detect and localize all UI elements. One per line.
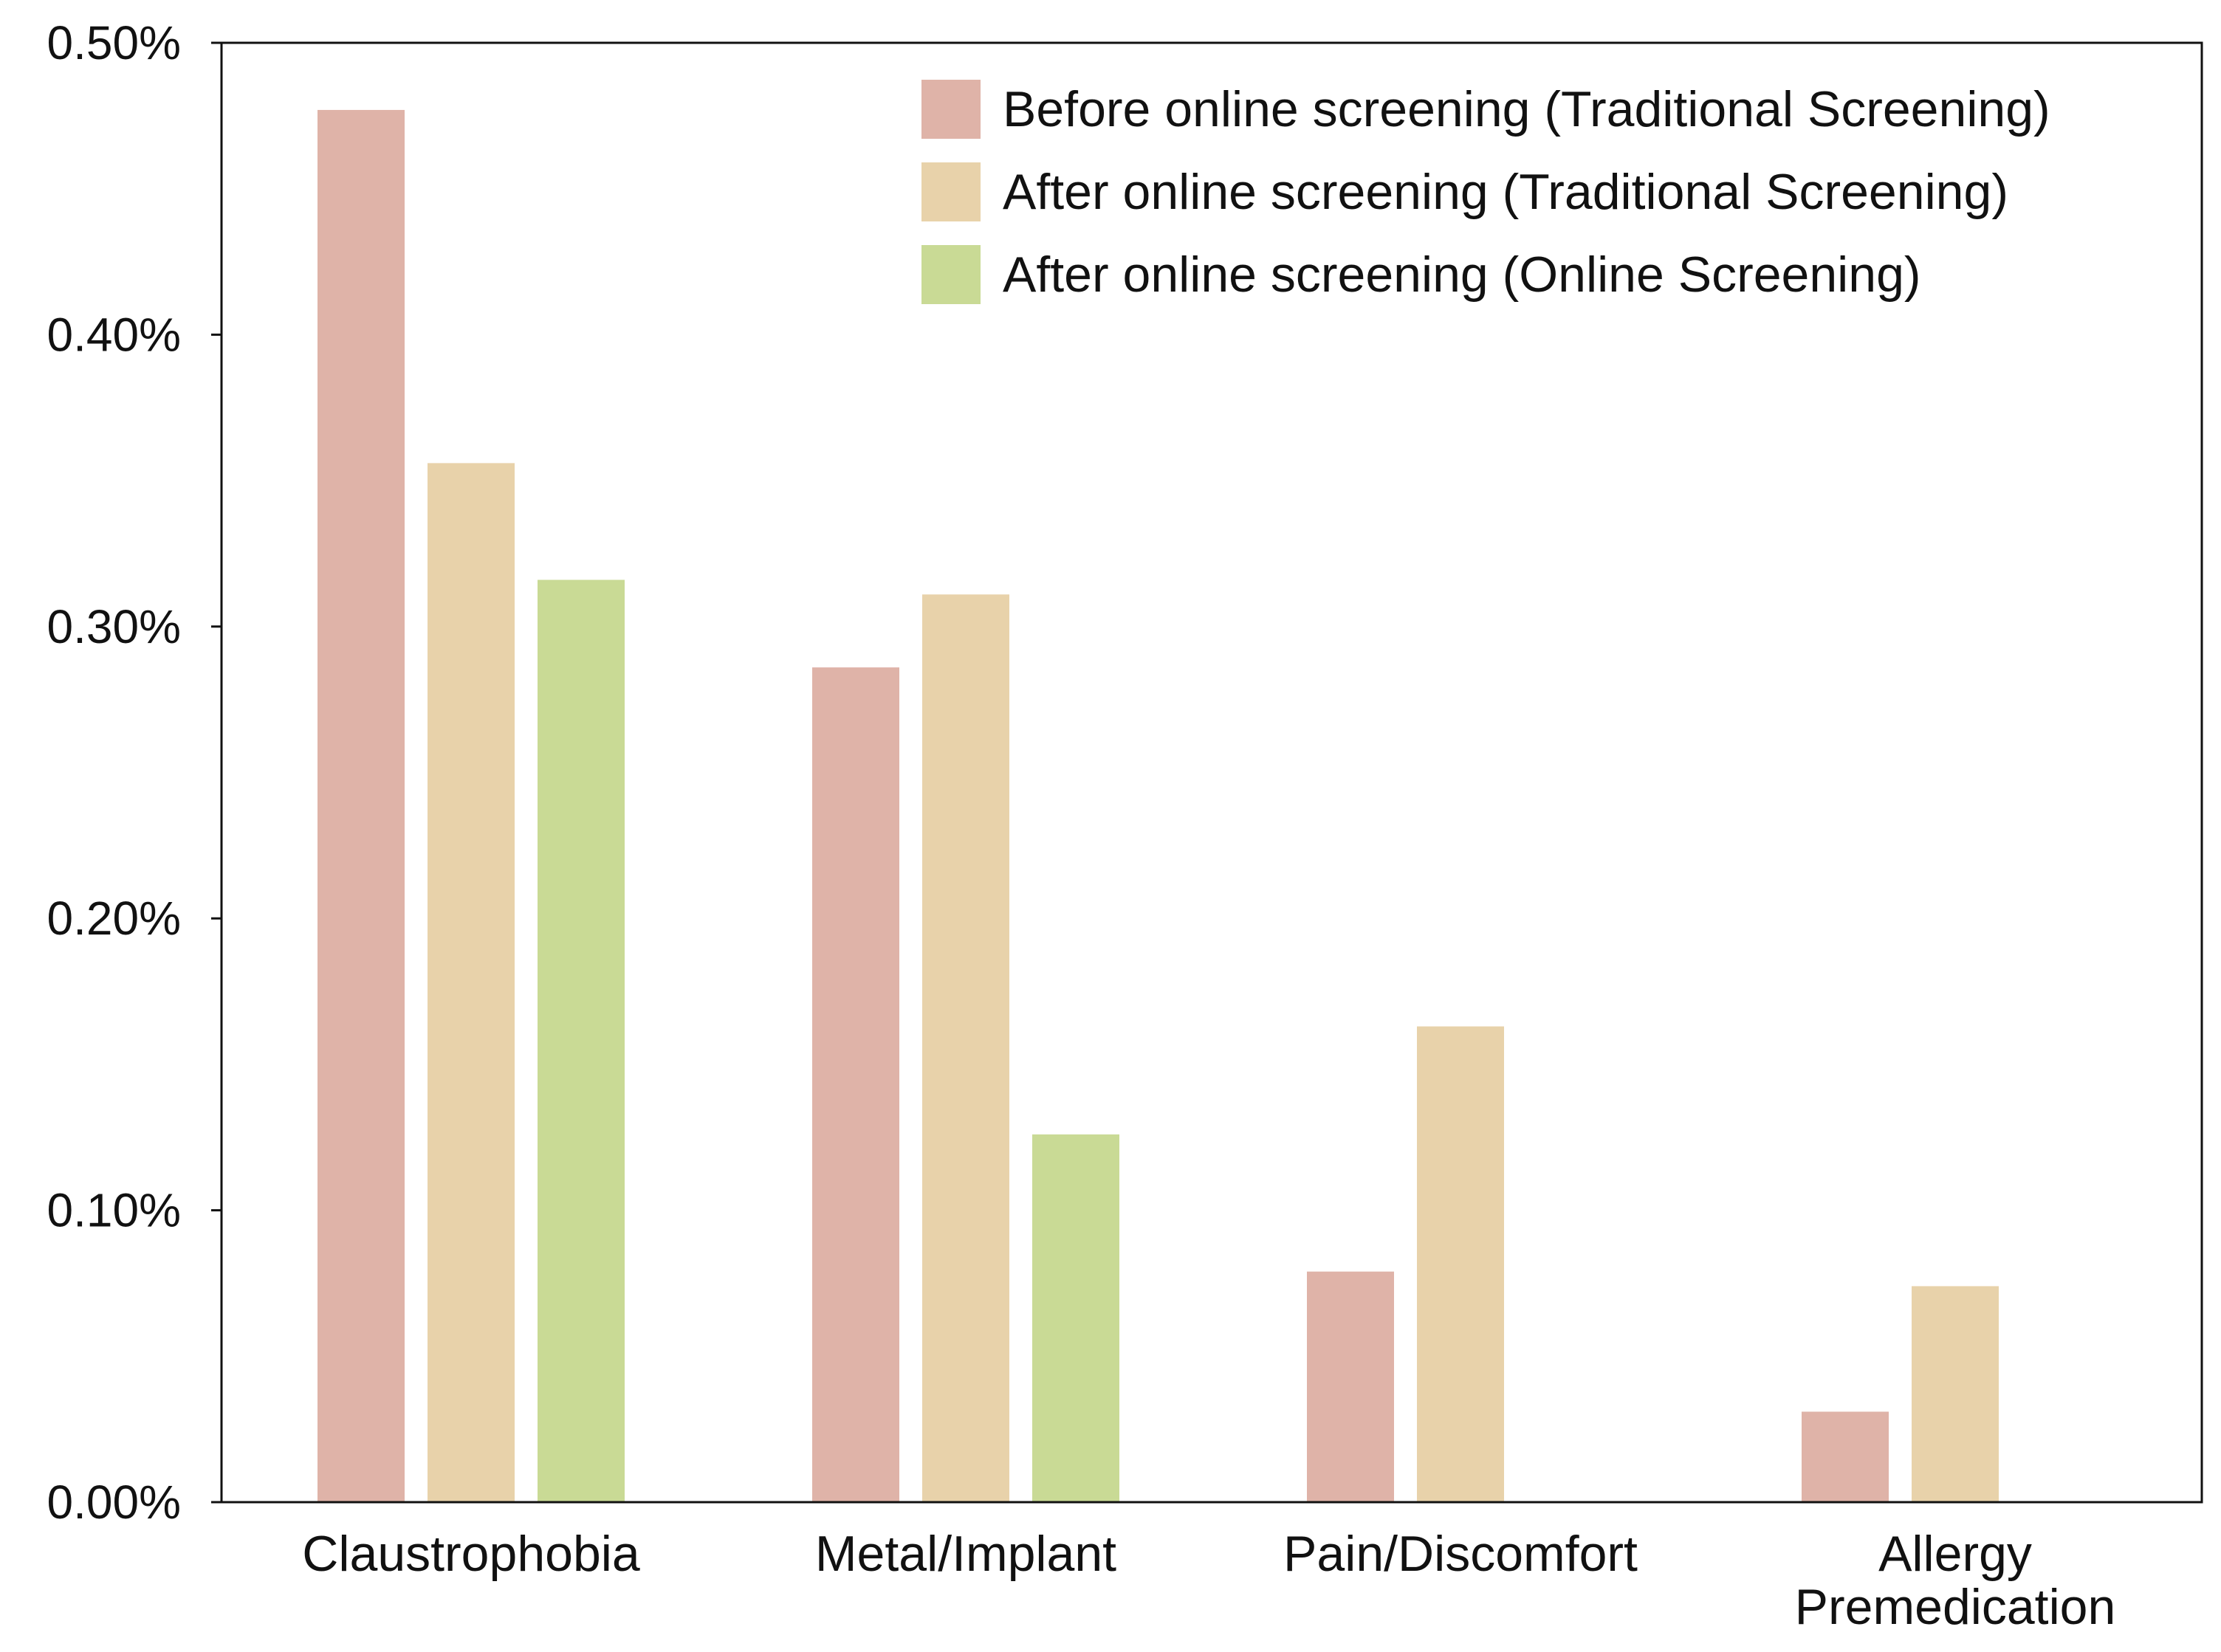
y-tick-label: 0.50% <box>47 16 181 69</box>
bar-series-2-category-3 <box>1417 1026 1504 1502</box>
legend-label: After online screening (Traditional Scre… <box>1003 164 2008 220</box>
bar-series-2-category-4 <box>1912 1286 1999 1502</box>
plot-frame <box>220 41 2203 1504</box>
x-axis: Claustrophobia Metal/Implant Pain/Discomfo… <box>302 1526 2115 1635</box>
bar-series-1-category-1 <box>317 109 405 1502</box>
y-tick-label: 0.20% <box>47 892 181 945</box>
y-tick-label: 0.40% <box>47 308 181 361</box>
bar-series-2-category-1 <box>428 463 515 1502</box>
legend-swatch <box>921 80 981 139</box>
x-category-label: Pain/Discomfort <box>1283 1526 1638 1582</box>
legend-label: Before online screening (Traditional Scr… <box>1003 81 2050 137</box>
y-tick-label: 0.30% <box>47 600 181 653</box>
bars-layer <box>317 109 1999 1502</box>
y-tick-label: 0.10% <box>47 1184 181 1237</box>
bar-series-3-category-2 <box>1032 1134 1119 1502</box>
x-category-label: Metal/Implant <box>815 1526 1116 1582</box>
bar-series-1-category-2 <box>812 667 899 1502</box>
bar-series-1-category-3 <box>1307 1271 1394 1502</box>
legend: Before online screening (Traditional Scr… <box>921 80 2050 304</box>
bar-series-1-category-4 <box>1802 1411 1889 1502</box>
legend-swatch <box>921 245 981 304</box>
bar-series-2-category-2 <box>922 594 1009 1502</box>
y-axis: 0.00% 0.10% 0.20% 0.30% 0.40% 0.50% <box>47 16 222 1529</box>
x-category-label: Allergy <box>1878 1526 2032 1582</box>
x-category-label: Premedication <box>1795 1579 2116 1635</box>
bar-series-3-category-1 <box>538 579 625 1502</box>
legend-swatch <box>921 162 981 221</box>
legend-label: After online screening (Online Screening… <box>1003 247 1921 303</box>
y-tick-label: 0.00% <box>47 1476 181 1529</box>
x-category-label: Claustrophobia <box>302 1526 640 1582</box>
